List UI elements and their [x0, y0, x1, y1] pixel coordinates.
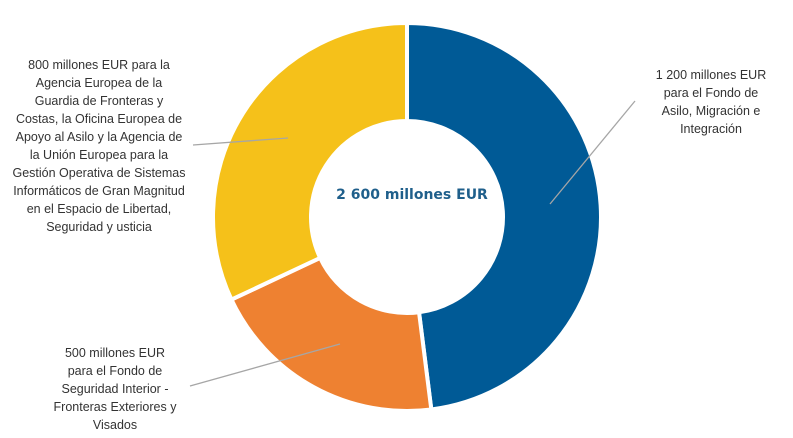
leader-line-orange [189, 343, 341, 387]
donut-center-label: 2 600 millones EUR [336, 187, 488, 203]
slice-label-orange: 500 millones EUR para el Fondo de Seguri… [53, 346, 177, 432]
slice-blue [405, 20, 603, 412]
slice-orange [228, 255, 434, 413]
slice-label-blue: 1 200 millones EUR para el Fondo de Asil… [655, 68, 767, 136]
slice-yellow [211, 20, 409, 303]
leader-line-blue [549, 100, 636, 205]
slice-label-yellow: 800 millones EUR para la Agencia Europea… [12, 58, 186, 234]
leader-line-yellow [192, 137, 289, 146]
